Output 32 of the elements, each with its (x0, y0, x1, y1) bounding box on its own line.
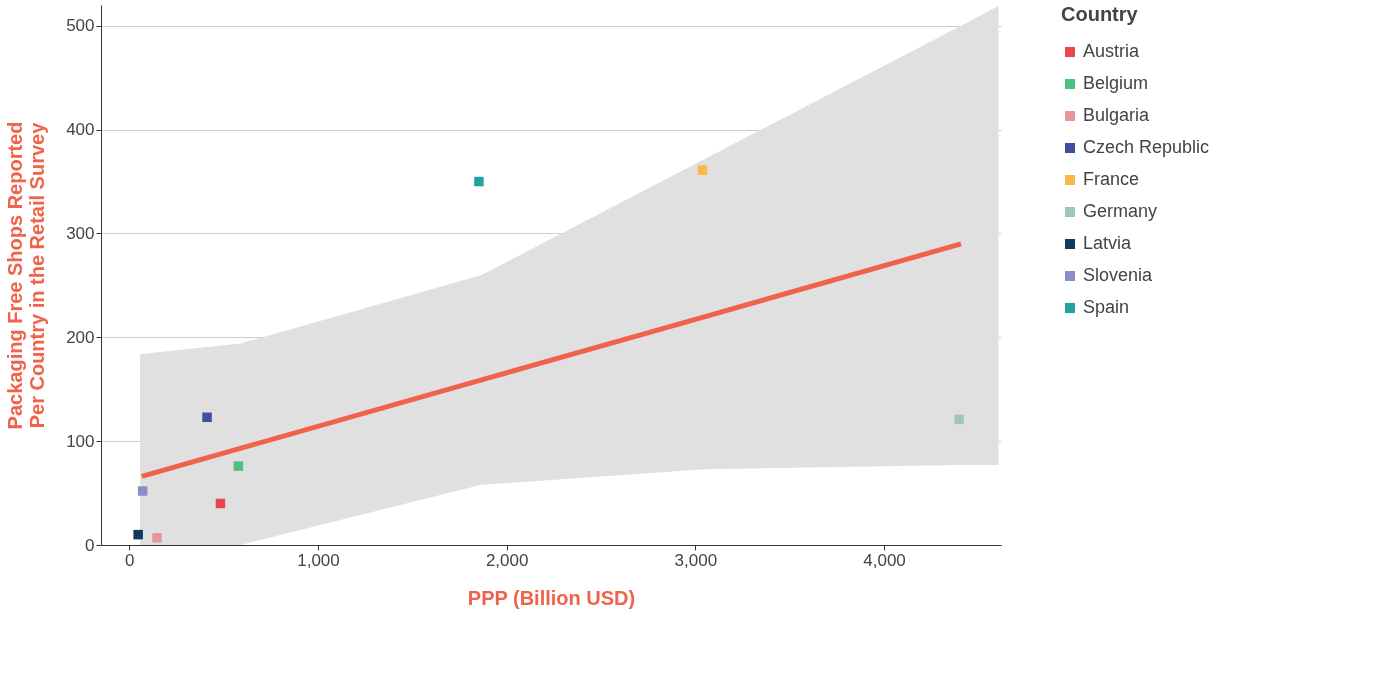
y-tick-label: 200 (66, 327, 95, 347)
x-tick-label: 4,000 (863, 550, 906, 570)
point (697, 165, 708, 175)
y-axis-title: Packaging Free Shops Reported Per Country in the Retail Survey (4, 121, 49, 430)
legend-label: Austria (1083, 41, 1141, 61)
y-tick-label: 500 (66, 16, 95, 36)
legend-label: Spain (1083, 297, 1130, 317)
legend-label: Latvia (1083, 233, 1133, 253)
legend-title: Country (1061, 3, 1139, 25)
x-tick-label: 1,000 (297, 550, 340, 570)
y-tick-label: 0 (85, 535, 95, 555)
point (474, 176, 484, 187)
point (133, 529, 143, 540)
x-axis-title: PPP (Billion USD) (467, 586, 636, 609)
x-tick-label: 2,000 (485, 550, 529, 570)
legend-label: Germany (1083, 201, 1158, 221)
legend-label: Belgium (1083, 73, 1149, 93)
point (233, 461, 244, 471)
x-tick-label: 0 (125, 550, 135, 570)
y-tick-label: 400 (66, 120, 95, 140)
point (954, 414, 964, 425)
point (215, 498, 226, 509)
x-tick-label: 3,000 (674, 550, 718, 570)
point (137, 486, 148, 496)
legend-label: France (1083, 169, 1140, 189)
legend-label: Czech Republic (1083, 137, 1210, 157)
point (202, 412, 212, 423)
y-tick-label: 100 (66, 431, 95, 451)
legend-label: Slovenia (1083, 265, 1154, 285)
y-tick-label: 300 (66, 223, 95, 243)
legend-label: Bulgaria (1083, 105, 1151, 125)
point (152, 532, 162, 543)
